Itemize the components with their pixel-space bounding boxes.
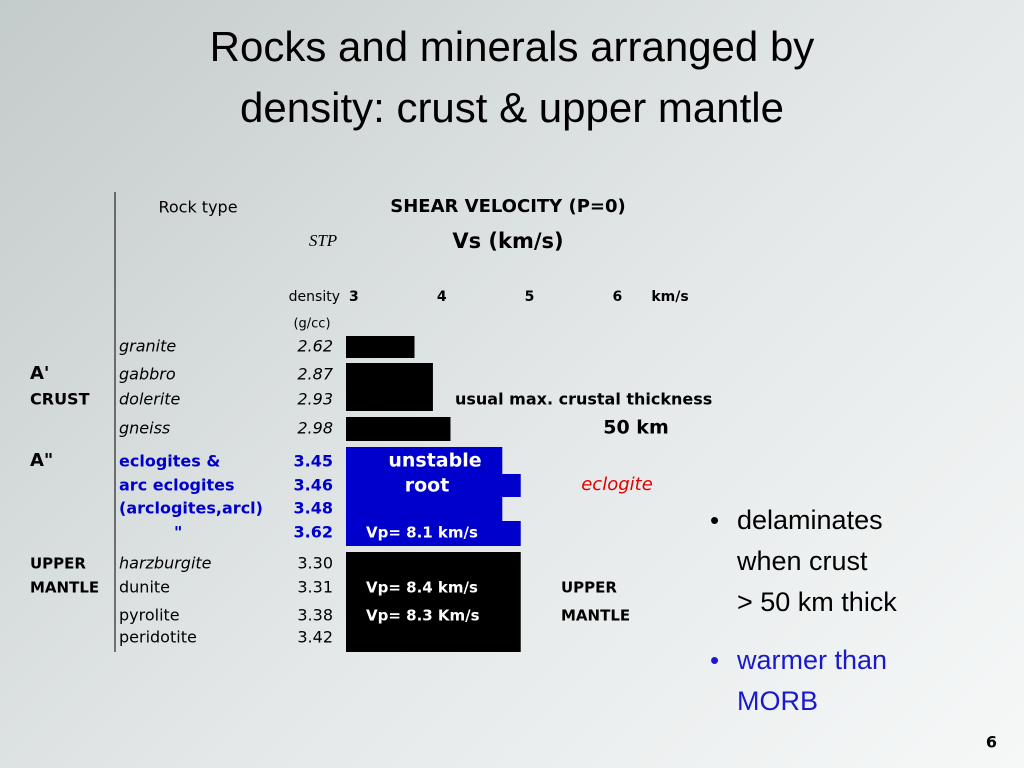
- rock-name: arc eclogites: [119, 476, 235, 495]
- bar-note: root: [405, 475, 450, 497]
- bar-note: Vp= 8.1 km/s: [366, 524, 478, 542]
- bullet-text: MORB: [737, 686, 818, 716]
- density: 2.62: [297, 337, 333, 356]
- x-tick-label: 4: [437, 289, 447, 305]
- group-label: A": [30, 450, 53, 471]
- velocity-bar: [346, 474, 521, 497]
- header: Vs (km/s): [452, 229, 563, 253]
- density: 3.46: [294, 476, 333, 495]
- rock-name: harzburgite: [119, 554, 212, 573]
- velocity-bar: [346, 336, 415, 358]
- bullet-text: when crust: [736, 546, 868, 576]
- velocity-bar: [346, 577, 521, 602]
- bar-note: Vp= 8.4 km/s: [366, 579, 478, 597]
- density: 2.87: [297, 365, 333, 384]
- x-tick-label: 5: [525, 289, 535, 305]
- rock-name: dunite: [119, 578, 170, 597]
- bar-note: Vp= 8.3 Km/s: [366, 607, 480, 625]
- rock-name: gneiss: [119, 419, 170, 438]
- title-line: density: crust & upper mantle: [240, 84, 784, 131]
- rock-name: (arclogites,arcl): [119, 499, 263, 518]
- velocity-bar: [346, 602, 521, 628]
- velocity-bar: [346, 552, 521, 577]
- velocity-bar: [346, 388, 433, 411]
- bullet-dot: •: [710, 645, 719, 675]
- rock-name: gabbro: [119, 365, 176, 384]
- annotation: MANTLE: [561, 607, 630, 625]
- density: 3.48: [294, 499, 333, 518]
- x-tick-label: 3: [349, 289, 359, 305]
- bullet-text: delaminates: [737, 505, 883, 535]
- velocity-bar: [346, 497, 503, 521]
- rock-name: dolerite: [119, 390, 181, 409]
- density: 2.93: [297, 390, 333, 409]
- group-label: CRUST: [30, 390, 90, 409]
- density: 3.30: [297, 554, 333, 573]
- header: STP: [309, 231, 337, 250]
- density: 3.42: [297, 628, 333, 647]
- group-label: UPPER: [30, 555, 86, 573]
- rock-name: peridotite: [119, 628, 197, 647]
- density: 3.31: [297, 578, 333, 597]
- x-tick-label: 6: [612, 289, 622, 305]
- header: km/s: [651, 289, 688, 305]
- group-label: MANTLE: [30, 579, 99, 597]
- page-number: 6: [986, 733, 997, 752]
- density: 3.38: [297, 606, 333, 625]
- bullet-text: > 50 km thick: [737, 587, 897, 617]
- title-line: Rocks and minerals arranged by: [210, 23, 815, 70]
- bullet-dot: •: [710, 505, 719, 535]
- annotation: UPPER: [561, 579, 617, 597]
- bars: [346, 336, 521, 652]
- header: SHEAR VELOCITY (P=0): [390, 196, 625, 217]
- velocity-bar: [346, 417, 451, 441]
- rock-name: granite: [119, 337, 176, 356]
- annotation: usual max. crustal thickness: [455, 390, 712, 409]
- velocity-bar: [346, 628, 521, 652]
- header: density: [289, 289, 340, 305]
- bar-note: unstable: [388, 450, 481, 472]
- rock-name: ": [174, 523, 182, 542]
- velocity-bar: [346, 363, 433, 388]
- velocity-bar: [346, 447, 503, 474]
- density: 3.62: [294, 523, 333, 542]
- density: 2.98: [297, 419, 333, 438]
- annotation: 50 km: [603, 417, 669, 439]
- header: (g/cc): [293, 317, 330, 332]
- group-label: A': [30, 363, 49, 384]
- header: Rock type: [158, 198, 237, 217]
- velocity-bar: [346, 521, 521, 546]
- annotation: eclogite: [581, 474, 653, 495]
- density: 3.45: [294, 452, 333, 471]
- rock-name: pyrolite: [119, 606, 180, 625]
- rock-name: eclogites &: [119, 452, 220, 471]
- bullet-text: warmer than: [736, 645, 887, 675]
